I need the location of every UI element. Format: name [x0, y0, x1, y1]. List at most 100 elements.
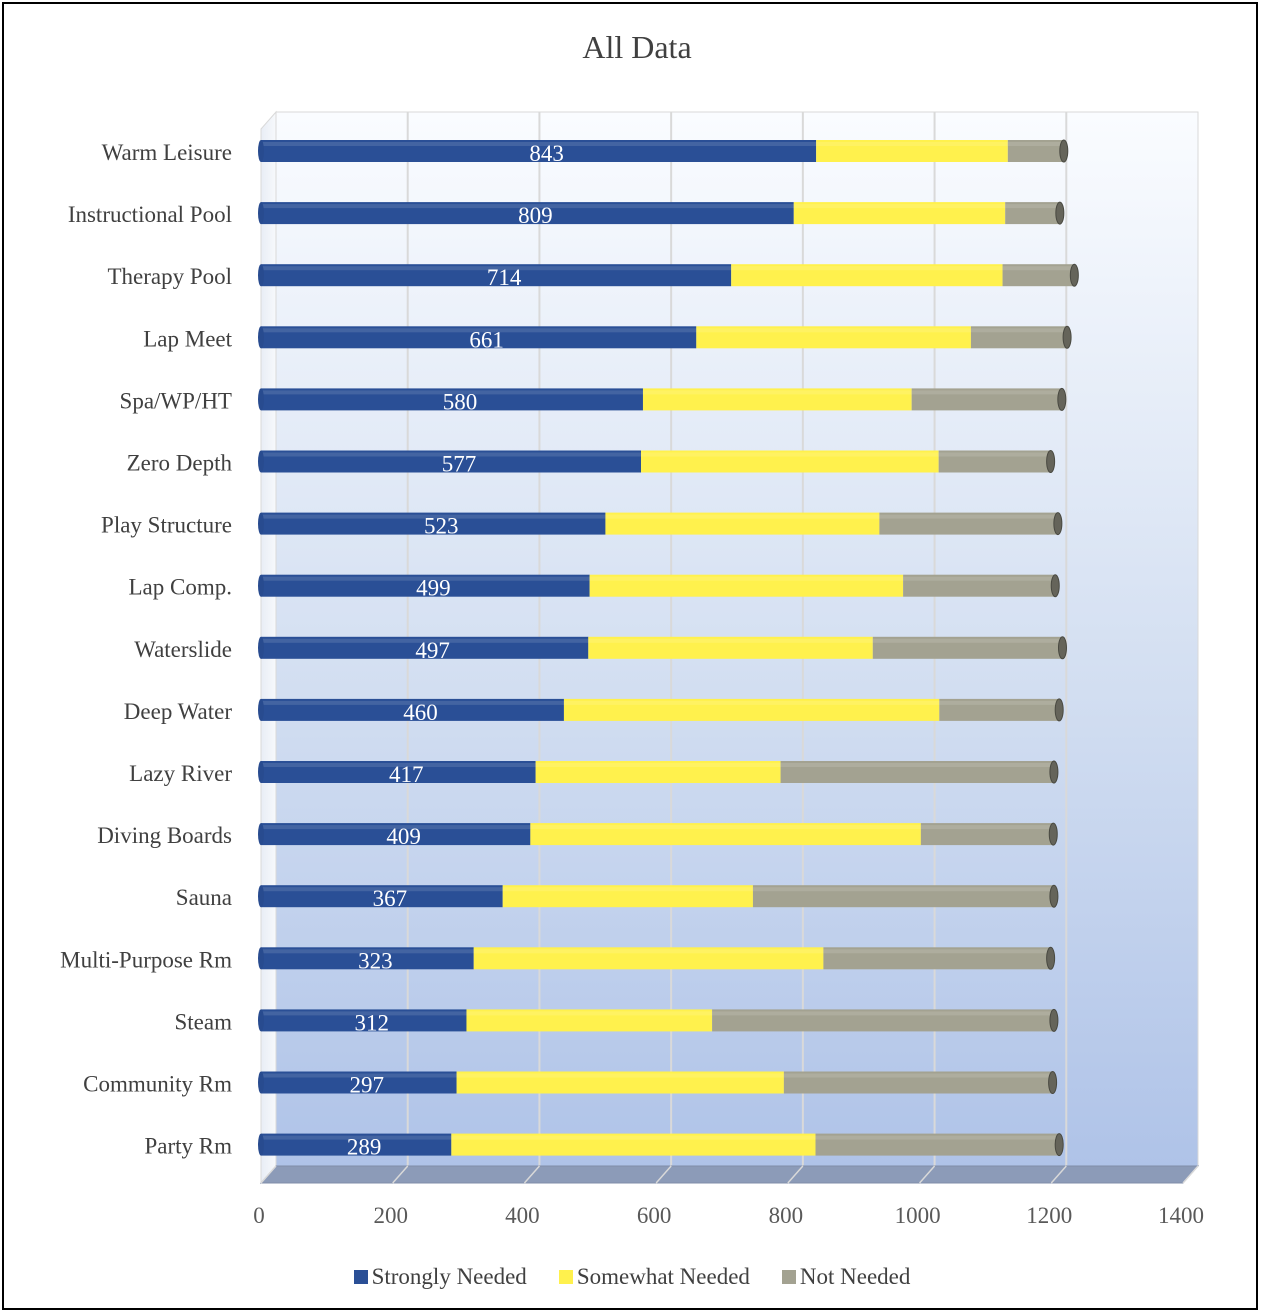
bar-cap-left [258, 202, 264, 225]
bar-highlight-somewhat-needed [563, 700, 940, 705]
bar-cap-left [258, 1133, 264, 1156]
bar-not-needed [1002, 264, 1075, 287]
bar-somewhat-needed [605, 512, 880, 535]
bar-somewhat-needed [466, 1009, 713, 1032]
category-label: Therapy Pool [107, 264, 232, 289]
data-label: 577 [442, 452, 477, 477]
bar-highlight-strongly-needed [261, 638, 589, 643]
bar-strongly-needed [261, 1071, 457, 1094]
x-tick-label-1200: 1200 [1026, 1203, 1072, 1228]
bar-strongly-needed [261, 264, 732, 287]
bar-highlight-not-needed [1007, 142, 1064, 146]
x-tick-label-800: 800 [769, 1203, 804, 1228]
bar-cap-end [1049, 760, 1059, 784]
legend-swatch-not-needed [781, 1270, 796, 1284]
category-label: Lap Comp. [129, 575, 233, 600]
data-label: 499 [416, 576, 451, 601]
bar-highlight-not-needed [780, 763, 1054, 767]
legend-label-not-needed: Not Needed [799, 1264, 911, 1289]
bar-strongly-needed [261, 574, 590, 597]
x-tick-label-0: 0 [253, 1203, 265, 1228]
floor-gridline-400 [523, 1165, 540, 1184]
data-label: 297 [350, 1073, 385, 1098]
bar-strongly-needed [261, 202, 794, 225]
bar-highlight-strongly-needed [261, 1073, 457, 1078]
category-label: Spa/WP/HT [120, 388, 232, 413]
bar-highlight-not-needed [823, 949, 1051, 954]
category-label: Community Rm [83, 1072, 232, 1097]
bar-cap-end [1059, 139, 1069, 163]
bar-highlight-not-needed [752, 887, 1054, 892]
bar-highlight-strongly-needed [261, 1011, 467, 1016]
bar-highlight-strongly-needed [261, 328, 697, 333]
bar-not-needed [970, 326, 1068, 349]
bar-cap-left [258, 636, 264, 659]
bar-highlight-strongly-needed [261, 142, 817, 146]
data-label: 289 [347, 1135, 382, 1160]
bar-highlight-not-needed [1002, 266, 1075, 271]
bar-cap-left [258, 450, 264, 473]
bar-highlight-not-needed [911, 390, 1062, 395]
bar-highlight-not-needed [939, 700, 1060, 705]
bar-cap-left [258, 1009, 264, 1032]
bar-cap-end [1046, 450, 1056, 473]
bar-somewhat-needed [793, 202, 1006, 225]
bar-highlight-not-needed [872, 638, 1063, 643]
data-label: 661 [469, 327, 504, 352]
bar-highlight-strongly-needed [261, 763, 536, 767]
bar-somewhat-needed [473, 947, 824, 970]
bar-highlight-somewhat-needed [696, 328, 971, 333]
bar-highlight-not-needed [879, 514, 1058, 519]
bar-somewhat-needed [589, 574, 904, 597]
bar-highlight-strongly-needed [261, 1135, 452, 1140]
data-label: 409 [386, 824, 421, 849]
bar-highlight-strongly-needed [261, 949, 474, 954]
bar-strongly-needed [261, 947, 474, 970]
bar-cap-end [1050, 574, 1060, 598]
bar-strongly-needed [261, 636, 589, 659]
bar-strongly-needed [261, 1133, 452, 1156]
bar-cap-left [258, 140, 264, 162]
data-label: 312 [354, 1010, 389, 1035]
bar-highlight-somewhat-needed [456, 1073, 784, 1078]
bar-strongly-needed [261, 388, 643, 411]
bar-cap-end [1057, 387, 1067, 411]
bar-highlight-somewhat-needed [640, 452, 939, 457]
bar-cap-left [258, 698, 264, 721]
legend-swatch-strongly-needed [353, 1270, 368, 1284]
bar-somewhat-needed [640, 450, 939, 473]
bar-cap-left [258, 885, 264, 908]
data-label: 809 [518, 203, 553, 228]
data-label: 497 [415, 638, 450, 663]
bar-highlight-somewhat-needed [473, 949, 824, 954]
legend-swatch-somewhat-needed [558, 1270, 573, 1284]
category-label: Zero Depth [127, 451, 233, 476]
bar-cap-end [1057, 636, 1067, 660]
category-label: Diving Boards [97, 823, 232, 848]
data-label: 523 [424, 514, 459, 539]
category-label: Lazy River [129, 761, 232, 786]
legend-item-not-needed: Not Needed [781, 1264, 911, 1290]
bar-cap-left [258, 823, 264, 846]
bar-highlight-not-needed [938, 452, 1051, 457]
bar-not-needed [815, 1133, 1060, 1156]
bar-cap-left [258, 574, 264, 597]
bar-highlight-somewhat-needed [530, 825, 921, 830]
floor-gridline-0 [260, 1165, 277, 1184]
legend-label-somewhat-needed: Somewhat Needed [576, 1264, 750, 1289]
bar-cap-end [1053, 512, 1063, 536]
bar-strongly-needed [261, 698, 564, 721]
bar-strongly-needed [261, 140, 817, 162]
category-label: Lap Meet [143, 326, 232, 351]
bar-cap-end [1048, 1071, 1058, 1094]
bar-highlight-not-needed [920, 825, 1054, 830]
bar-cap-end [1054, 698, 1064, 722]
x-tick-label-1000: 1000 [895, 1203, 941, 1228]
category-label: Play Structure [101, 513, 232, 538]
bar-strongly-needed [261, 450, 641, 473]
bar-somewhat-needed [731, 264, 1003, 287]
bar-somewhat-needed [696, 326, 971, 349]
bar-strongly-needed [261, 823, 531, 846]
data-label: 417 [389, 762, 424, 787]
bar-not-needed [903, 574, 1056, 597]
